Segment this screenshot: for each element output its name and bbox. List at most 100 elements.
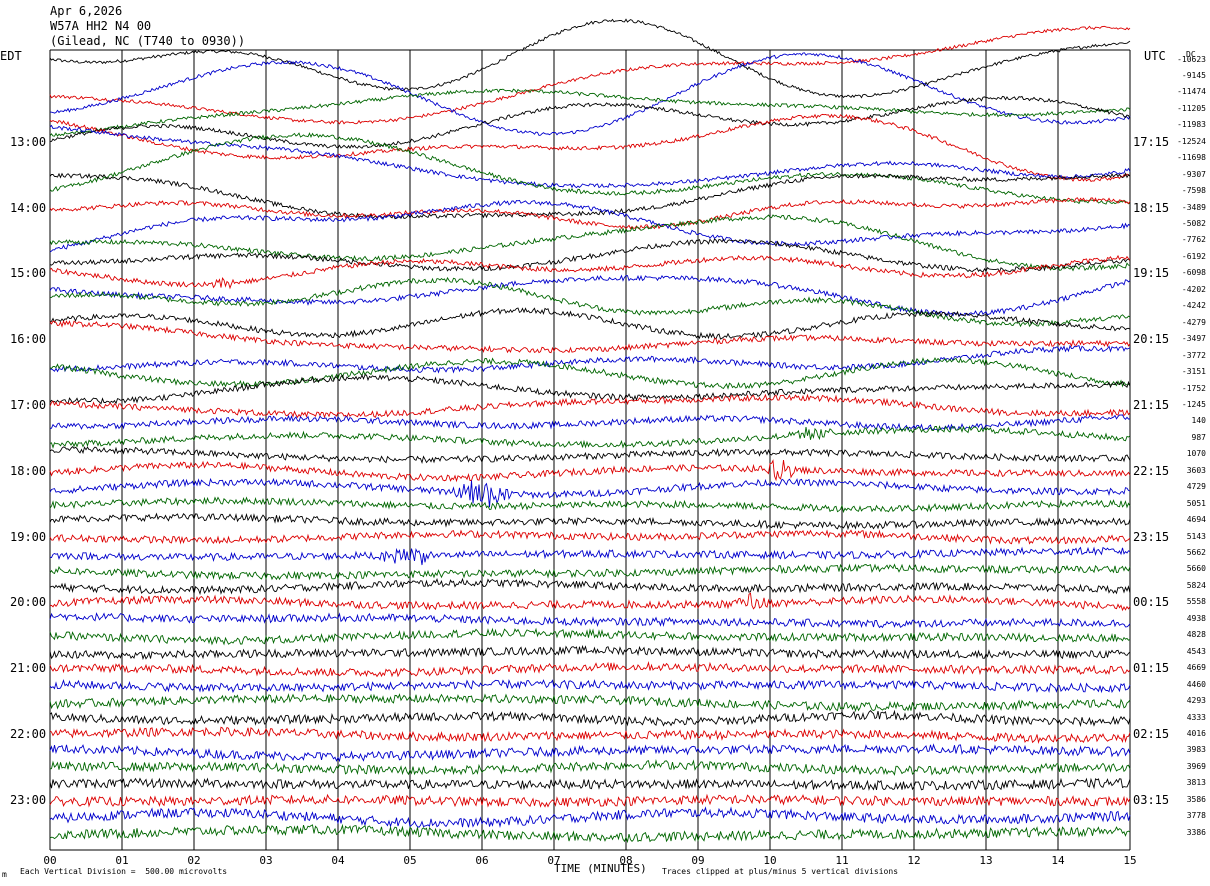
trace-row — [49, 777, 1131, 791]
trace-row — [49, 132, 1131, 205]
dc-offset-label: 4694 — [1186, 515, 1206, 525]
trace-row — [49, 393, 1131, 419]
trace-row — [49, 546, 1131, 566]
trace-row — [49, 95, 1131, 150]
x-tick-label: 11 — [835, 854, 848, 867]
dc-offset-label: -3489 — [1181, 202, 1206, 212]
dc-offset-label: -9145 — [1181, 70, 1206, 80]
x-tick-label: 15 — [1123, 854, 1136, 867]
trace-row — [49, 563, 1131, 581]
dc-offset-label: 3386 — [1186, 827, 1206, 837]
clip-note: Traces clipped at plus/minus 5 vertical … — [662, 867, 899, 876]
x-tick-label: 12 — [907, 854, 920, 867]
trace-row — [49, 743, 1131, 763]
left-hour-label: 18:00 — [10, 463, 47, 478]
trace-row — [49, 214, 1131, 272]
dc-offset-label: -7762 — [1181, 235, 1206, 245]
trace-row — [49, 276, 1131, 328]
dc-offset-label: -7598 — [1181, 186, 1206, 196]
trace-row — [49, 172, 1131, 220]
right-axis-label: UTC — [1144, 49, 1166, 63]
header-location: (Gilead, NC (T740 to 0930)) — [50, 34, 246, 48]
dc-offset-label: -3497 — [1181, 334, 1206, 344]
scale-note: Each Vertical Division = 500.00 microvol… — [20, 867, 228, 876]
trace-row — [49, 496, 1131, 514]
dc-offset-label: -4279 — [1181, 317, 1206, 327]
header-station: W57A HH2 N4 00 — [50, 19, 152, 33]
dc-offset-label: 5051 — [1186, 498, 1206, 508]
trace-row — [49, 627, 1131, 646]
x-tick-label: 09 — [691, 854, 704, 867]
dc-offset-label: 4828 — [1186, 630, 1206, 640]
left-hour-label: 19:00 — [10, 529, 47, 544]
dc-offset-label: -1752 — [1181, 383, 1206, 393]
trace-row — [49, 238, 1131, 274]
dc-offset-label: -11983 — [1177, 120, 1206, 130]
dc-offset-label: -11698 — [1177, 153, 1206, 163]
right-hour-label: 03:15 — [1133, 792, 1170, 807]
x-tick-label: 02 — [187, 854, 200, 867]
trace-row — [49, 644, 1131, 661]
left-hour-label: 21:00 — [10, 661, 47, 676]
right-hour-label: 21:15 — [1133, 397, 1170, 412]
dc-offset-label: -3151 — [1181, 367, 1206, 377]
trace-row — [49, 529, 1131, 545]
dc-offset-label: 4729 — [1186, 482, 1206, 492]
dc-offset-label: -6192 — [1181, 251, 1206, 261]
dc-label: DC — [1186, 50, 1196, 59]
x-tick-label: 06 — [475, 854, 488, 867]
trace-row — [49, 357, 1131, 390]
dc-offset-label: -11205 — [1177, 103, 1206, 113]
right-hour-label: 17:15 — [1133, 134, 1170, 149]
dc-offset-label: 4669 — [1186, 663, 1206, 673]
dc-offset-label: 4938 — [1186, 613, 1206, 623]
trace-row — [49, 199, 1131, 253]
dc-offset-label: 140 — [1191, 416, 1206, 426]
dc-offset-label: 3586 — [1186, 794, 1206, 804]
trace-row — [49, 320, 1131, 354]
dc-offset-label: -9307 — [1181, 169, 1206, 179]
x-tick-label: 04 — [331, 854, 345, 867]
x-tick-label: 08 — [619, 854, 632, 867]
x-tick-label: 13 — [979, 854, 992, 867]
trace-row — [49, 344, 1131, 374]
x-tick-label: 03 — [259, 854, 272, 867]
trace-row — [49, 307, 1131, 340]
left-hour-label: 14:00 — [10, 200, 47, 215]
traces — [49, 18, 1131, 844]
trace-row — [49, 693, 1131, 713]
trace-row — [49, 823, 1131, 844]
left-hour-label: 13:00 — [10, 134, 47, 149]
x-tick-labels: 00 01 02 03 04 05 06 07 08 09 10 11 12 13 14 15 — [43, 854, 1136, 867]
dc-offset-label: -5082 — [1181, 219, 1206, 228]
right-hour-label: 18:15 — [1133, 200, 1170, 215]
dc-offset-label: 4016 — [1186, 728, 1206, 738]
dc-offset-label: 5824 — [1186, 580, 1206, 590]
dc-offset-label: 3778 — [1186, 811, 1206, 821]
trace-row — [49, 254, 1131, 290]
right-hour-label: 00:15 — [1133, 595, 1170, 610]
dc-offset-label: 5558 — [1186, 597, 1206, 607]
trace-row — [49, 274, 1131, 318]
dc-offset-label: -1245 — [1181, 399, 1206, 409]
dc-offset-label: -12524 — [1177, 136, 1206, 146]
trace-row — [49, 88, 1131, 137]
trace-row — [49, 512, 1131, 531]
trace-row — [49, 113, 1131, 182]
dc-offset-label: -4202 — [1181, 284, 1206, 294]
dc-offset-label: 3983 — [1186, 745, 1206, 755]
right-hour-label: 01:15 — [1133, 661, 1170, 676]
trace-row — [49, 425, 1131, 449]
trace-row — [49, 446, 1131, 464]
left-hour-label: 20:00 — [10, 595, 47, 610]
dc-offset-label: 987 — [1191, 432, 1206, 442]
dc-offset-label: 3603 — [1186, 465, 1206, 475]
right-hour-label: 02:15 — [1133, 726, 1170, 741]
dc-offset-label: 4543 — [1186, 646, 1206, 656]
trace-row — [49, 592, 1131, 612]
right-hour-label: 23:15 — [1133, 529, 1170, 544]
footer-marker: m — [2, 870, 7, 879]
dc-offset-label: 4460 — [1186, 679, 1206, 689]
left-hour-label: 17:00 — [10, 397, 47, 412]
